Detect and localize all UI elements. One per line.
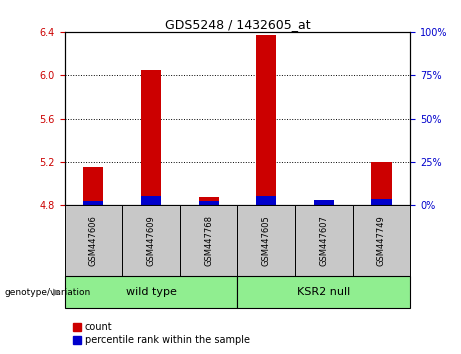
Bar (256, 195, 276, 205)
Bar (141, 70, 161, 205)
Bar (295, 205, 353, 276)
Text: wild type: wild type (125, 287, 177, 297)
Bar (314, 200, 334, 205)
Text: GSM447609: GSM447609 (147, 215, 155, 266)
Bar (65, 276, 237, 308)
Bar (141, 195, 161, 205)
Text: ▶: ▶ (53, 287, 60, 297)
Bar (199, 196, 219, 205)
Bar (180, 205, 237, 276)
Text: GSM447749: GSM447749 (377, 215, 386, 266)
Bar (237, 276, 410, 308)
Text: GSM447768: GSM447768 (204, 215, 213, 266)
Bar (199, 201, 219, 205)
Bar (65, 205, 122, 276)
Legend: count, percentile rank within the sample: count, percentile rank within the sample (70, 319, 254, 349)
Bar (83, 201, 103, 205)
Bar (314, 203, 334, 205)
Text: genotype/variation: genotype/variation (5, 287, 91, 297)
Bar (372, 199, 391, 205)
Bar (122, 205, 180, 276)
Text: GSM447607: GSM447607 (319, 215, 328, 266)
Text: KSR2 null: KSR2 null (297, 287, 350, 297)
Bar (237, 205, 295, 276)
Bar (83, 167, 103, 205)
Bar (353, 205, 410, 276)
Title: GDS5248 / 1432605_at: GDS5248 / 1432605_at (165, 18, 310, 31)
Text: GSM447606: GSM447606 (89, 215, 98, 266)
Bar (372, 162, 391, 205)
Bar (256, 35, 276, 205)
Text: GSM447605: GSM447605 (262, 215, 271, 266)
